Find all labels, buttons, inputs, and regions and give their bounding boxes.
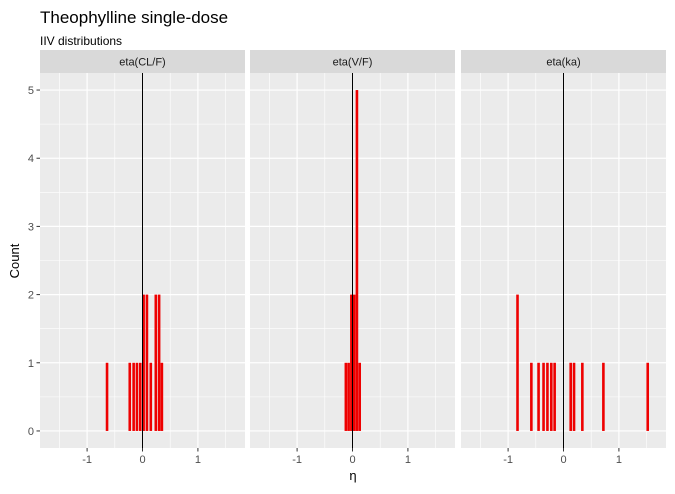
facet-strip-label: eta(CL/F) — [119, 57, 165, 69]
histogram-bar — [344, 362, 348, 431]
y-tick-label: 1 — [28, 358, 34, 370]
x-tick-label: 1 — [405, 454, 411, 466]
y-tick-label: 5 — [28, 85, 34, 97]
facet-strip — [40, 50, 245, 73]
histogram-bar — [537, 362, 540, 431]
x-tick-label: 0 — [560, 454, 566, 466]
x-tick-label: 0 — [139, 454, 145, 466]
histogram-bar — [105, 362, 109, 431]
x-tick-label: -1 — [503, 454, 513, 466]
histogram-bar — [135, 362, 139, 431]
histogram-bar — [530, 362, 533, 431]
histogram-bar — [128, 362, 132, 431]
y-axis-title: Count — [7, 243, 22, 278]
histogram-bar — [646, 362, 650, 431]
histogram-bar — [350, 294, 353, 431]
histogram-bar — [546, 362, 549, 431]
histogram-bar — [347, 362, 350, 431]
x-tick-label: 1 — [195, 454, 201, 466]
histogram-bar — [157, 294, 161, 431]
facet-strip — [250, 50, 455, 73]
histogram-bar — [160, 362, 164, 431]
x-tick-label: 1 — [616, 454, 622, 466]
histogram-bar — [581, 362, 584, 431]
histogram-bar — [355, 90, 359, 431]
x-axis-title: η — [349, 468, 356, 483]
histogram-bar — [602, 362, 605, 431]
histogram-bar — [352, 294, 356, 431]
facet-strip — [461, 50, 666, 73]
y-tick-label: 3 — [28, 221, 34, 233]
histogram-bar — [145, 294, 149, 431]
facet-strip-label: eta(ka) — [546, 57, 580, 69]
facet-panel-1: eta(CL/F) -1 0 1 — [40, 50, 245, 466]
facet-panels: eta(CL/F) -1 0 1 eta(V/F) -1 0 1 eta(ka) -1 0 1 0 1 2 3… — [28, 50, 666, 466]
x-tick-label: -1 — [82, 454, 92, 466]
histogram-bar — [138, 362, 142, 431]
histogram-bar — [550, 362, 553, 431]
y-tick-label: 2 — [28, 290, 34, 302]
histogram-bar — [553, 362, 556, 431]
histogram-bar — [149, 362, 153, 431]
y-tick-label: 0 — [28, 426, 34, 438]
histogram-bar — [142, 294, 145, 431]
x-tick-label: -1 — [292, 454, 302, 466]
x-tick-label: 0 — [349, 454, 355, 466]
facet-strip-label: eta(V/F) — [333, 57, 373, 69]
histogram-bar — [358, 362, 361, 431]
histogram-bar — [132, 362, 135, 431]
chart-subtitle: IIV distributions — [40, 34, 122, 48]
histogram-bar — [516, 294, 519, 431]
y-tick-label: 4 — [28, 153, 34, 165]
chart-title: Theophylline single-dose — [40, 8, 228, 27]
histogram-bar — [569, 362, 572, 431]
histogram-bar — [572, 362, 576, 431]
histogram-bar — [542, 362, 545, 431]
facet-panel-2: eta(V/F) -1 0 1 — [250, 50, 455, 466]
facet-panel-3: eta(ka) -1 0 1 — [461, 50, 666, 466]
histogram-bar — [154, 294, 158, 431]
